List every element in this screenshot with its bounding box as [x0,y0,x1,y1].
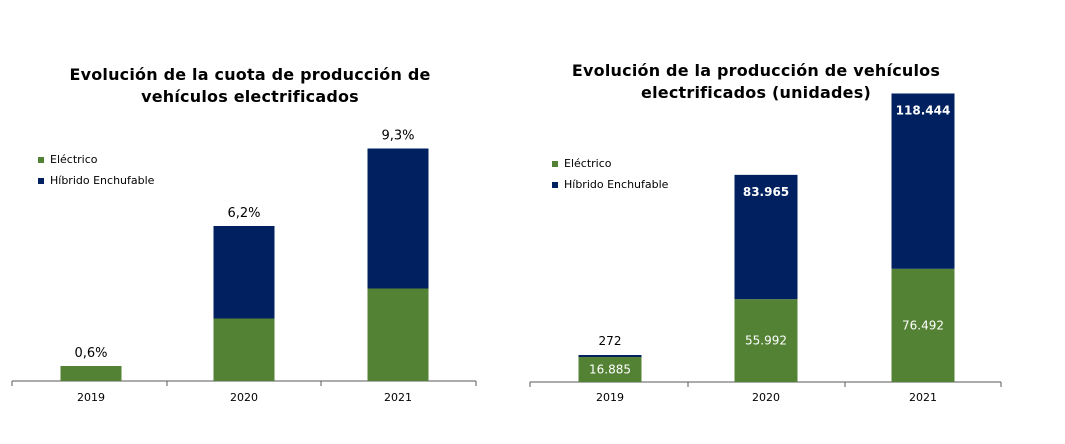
legend-label: Híbrido Enchufable [564,178,669,191]
x-tick-label: 2019 [77,391,105,404]
chart-plot-area: 0,6% 2019 6,2% 2020 9,3% 2021 [11,129,477,404]
bar-electric [367,288,429,381]
bar-phev [734,174,798,300]
data-label-phev: 118.444 [896,103,951,117]
chart-panel-production-share: Evolución de la cuota de producción de v… [0,0,520,444]
bar-electric [891,268,955,382]
x-tick-label: 2021 [384,391,412,404]
bar-phev [578,355,642,358]
chart-title: Evolución de la cuota de producción de v… [20,64,480,108]
legend-item-phev: Híbrido Enchufable [38,174,154,188]
data-label-electric: 76.492 [902,318,944,332]
legend-item-electric: Eléctrico [552,157,612,171]
bar-phev [891,93,955,269]
bar-electric [734,299,798,382]
x-tick-label: 2019 [596,391,624,404]
legend-label: Eléctrico [50,153,98,166]
chart-panel-production-units: Evolución de la producción de vehículos … [520,0,1065,444]
chart-title-line2: electrificados (unidades) [641,83,871,102]
data-label-electric: 55.992 [745,334,787,348]
legend-swatch-electric [38,157,44,163]
chart-title-line1: Evolución de la producción de vehículos [571,61,941,80]
bar-phev [213,226,275,319]
bar-electric [213,318,275,381]
data-label-electric: 16.885 [589,363,631,377]
total-label: 9,3% [381,129,414,144]
x-tick-label: 2020 [230,391,258,404]
bar-phev [367,148,429,289]
legend-swatch-phev [552,182,558,188]
x-tick-label: 2021 [909,391,937,404]
total-label: 0,6% [74,346,107,361]
legend-item-electric: Eléctrico [38,153,98,167]
chart-title-line1: Evolución de la cuota de producción de [69,65,431,84]
legend-label: Eléctrico [564,157,612,170]
bar-electric [578,357,642,382]
data-label-phev: 83.965 [743,185,789,199]
legend-swatch-electric [552,161,558,167]
legend-label: Híbrido Enchufable [50,174,155,187]
chart-plot-area: 272 16.885 2019 83.965 55.992 2020 118.444 76.4… [529,93,1002,404]
chart-title: Evolución de la producción de vehículos … [526,60,986,104]
legend-item-phev: Híbrido Enchufable [552,178,668,192]
chart-title-line2: vehículos electrificados [141,87,359,106]
total-label: 6,2% [227,206,260,221]
legend-swatch-phev [38,178,44,184]
x-tick-label: 2020 [752,391,780,404]
bar-electric [60,366,122,381]
data-label-phev: 272 [599,334,622,348]
